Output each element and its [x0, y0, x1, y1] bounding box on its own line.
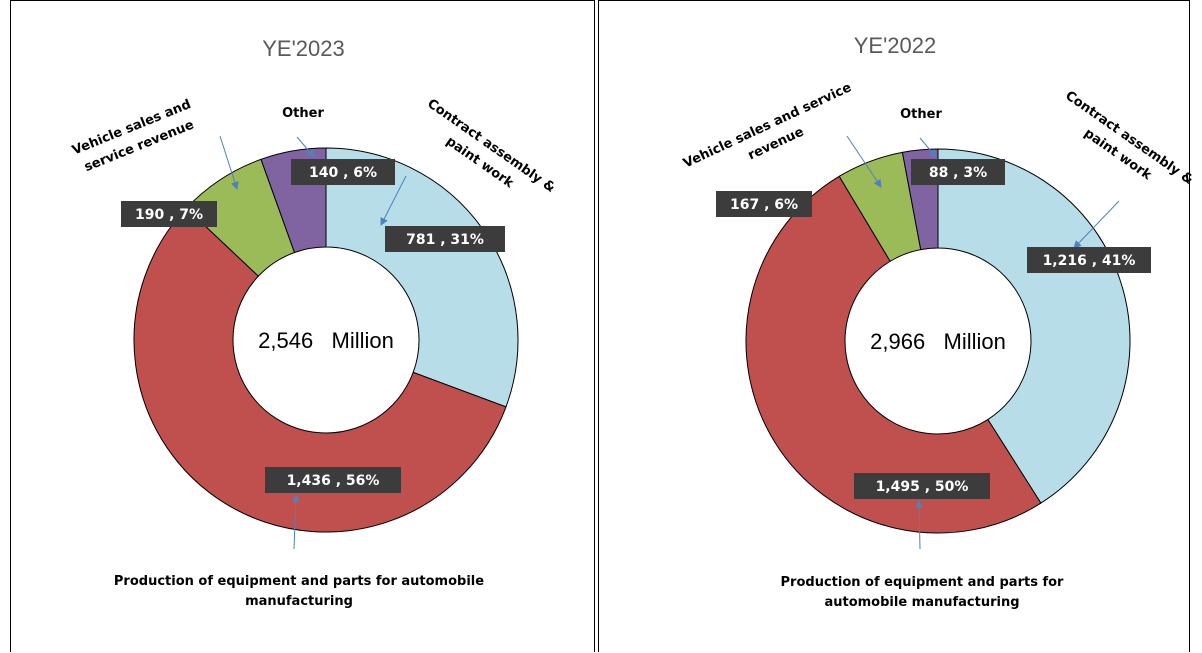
chart-panel-ye2022: YE'2022 2,966 Million 1,216 , 41% 1,495 , 5…	[598, 0, 1196, 652]
slice-production	[745, 175, 1042, 534]
chart-title: YE'2023	[262, 36, 345, 61]
center-total-label: 2,546 Million	[258, 328, 394, 353]
data-label-text: 781 , 31%	[406, 232, 484, 248]
leader-arrow-production	[291, 494, 300, 550]
data-label-text: 140 , 6%	[309, 165, 377, 181]
leader-arrow-vehicle	[219, 135, 239, 190]
donut-chart-ye2022: YE'2022 2,966 Million 1,216 , 41% 1,495 , 5…	[681, 33, 1196, 610]
data-label-other: 88 , 3%	[911, 159, 1005, 185]
data-label-production: 1,436 , 56%	[265, 467, 401, 493]
category-label-other: Other	[900, 107, 942, 122]
slice-contract	[325, 147, 519, 408]
data-label-contract: 781 , 31%	[385, 226, 505, 252]
data-label-production: 1,495 , 50%	[854, 473, 990, 499]
leader-arrow-contract	[1073, 200, 1120, 249]
leader-arrow-vehicle	[846, 135, 882, 188]
category-label-contract: Contract assembly &paint work	[1051, 88, 1196, 204]
category-label-other: Other	[282, 106, 324, 121]
data-label-text: 1,436 , 56%	[287, 473, 380, 489]
data-label-bg	[385, 226, 505, 252]
data-label-contract: 1,216 , 41%	[1027, 247, 1151, 273]
data-label-bg	[716, 191, 812, 217]
data-label-vehicle: 190 , 7%	[121, 201, 217, 227]
category-label-production: Production of equipment and parts for aut…	[781, 575, 1065, 610]
category-label-vehicle: Vehicle sales and servicerevenue	[681, 80, 862, 189]
data-label-bg	[291, 159, 395, 185]
leader-arrow-production	[915, 500, 924, 550]
leader-arrow-other	[919, 137, 937, 158]
data-label-text: 1,495 , 50%	[876, 479, 969, 495]
leader-arrow-other	[296, 136, 315, 158]
data-label-text: 167 , 6%	[730, 197, 798, 213]
data-label-text: 1,216 , 41%	[1043, 253, 1136, 269]
slice-contract	[937, 148, 1131, 504]
data-label-bg	[265, 467, 401, 493]
category-label-production: Production of equipment and parts for au…	[114, 574, 484, 609]
data-label-bg	[121, 201, 217, 227]
data-label-text: 88 , 3%	[929, 165, 987, 181]
data-label-text: 190 , 7%	[135, 207, 203, 223]
leader-arrow-contract	[380, 175, 407, 226]
data-label-vehicle: 167 , 6%	[716, 191, 812, 217]
slice-production	[133, 207, 507, 533]
chart-panel-ye2023: YE'2023 2,546 Million 781 , 31% 1,436 , 56%…	[10, 0, 595, 652]
data-label-other: 140 , 6%	[291, 159, 395, 185]
data-label-bg	[854, 473, 990, 499]
center-total-label: 2,966 Million	[870, 329, 1006, 354]
category-label-vehicle: Vehicle sales andservice revenue	[70, 97, 201, 177]
data-label-bg	[911, 159, 1005, 185]
chart-title: YE'2022	[854, 33, 937, 58]
donut-chart-ye2023: YE'2023 2,546 Million 781 , 31% 1,436 , 56%…	[70, 36, 558, 609]
data-label-bg	[1027, 247, 1151, 273]
